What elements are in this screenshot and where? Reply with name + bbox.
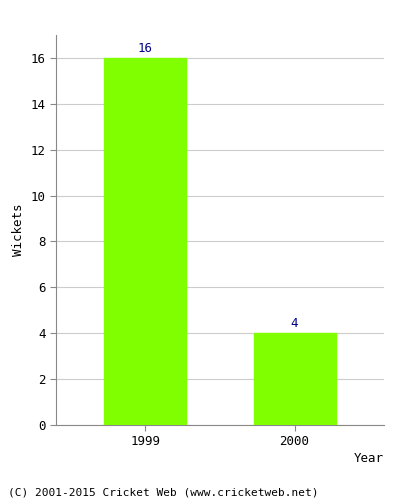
Text: 4: 4 [291,317,298,330]
Bar [254,333,336,425]
Text: 16: 16 [138,42,153,54]
Text: Year: Year [354,452,384,466]
Y-axis label: Wickets: Wickets [12,204,25,256]
Bar [104,58,186,425]
Text: (C) 2001-2015 Cricket Web (www.cricketweb.net): (C) 2001-2015 Cricket Web (www.cricketwe… [8,488,318,498]
